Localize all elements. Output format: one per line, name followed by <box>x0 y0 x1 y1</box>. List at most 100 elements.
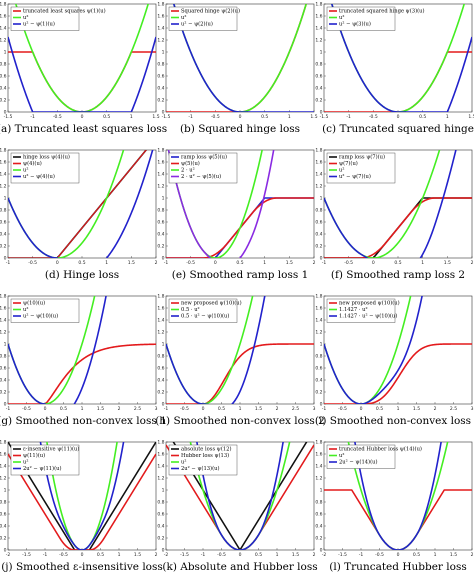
x-tick-label: 2.5 <box>134 406 141 412</box>
y-tick-label: 0.8 <box>157 208 164 214</box>
x-tick-label: -0.5 <box>375 552 384 558</box>
y-tick-label: 1.2 <box>157 184 164 190</box>
series-line <box>14 4 150 112</box>
y-tick-label: 0.8 <box>157 354 164 360</box>
legend-label: ψ(11)(u) <box>23 452 45 459</box>
y-tick-label: 0.4 <box>0 232 7 238</box>
y-tick-label: 0.6 <box>0 220 7 226</box>
y-tick-label: 0.6 <box>315 74 322 80</box>
x-tick-label: -1.5 <box>162 114 171 120</box>
y-tick-label: 0.2 <box>157 98 164 104</box>
x-tick-label: 0.5 <box>394 260 401 266</box>
y-tick-label: 1.4 <box>157 172 164 178</box>
x-tick-label: 0 <box>214 260 217 266</box>
x-tick-label: 0 <box>44 406 47 412</box>
y-tick-label: 1.6 <box>157 160 164 166</box>
legend-label: u² − ψ(4)(u) <box>23 173 55 180</box>
y-tick-label: 0 <box>4 548 7 554</box>
x-tick-label: -0.5 <box>217 552 226 558</box>
x-tick-label: -1.5 <box>4 114 13 120</box>
x-tick-label: -1 <box>359 552 364 558</box>
legend-label: u² <box>339 453 344 459</box>
series-line <box>330 4 472 112</box>
y-tick-label: 1 <box>320 196 323 202</box>
x-tick-label: 0.5 <box>97 552 104 558</box>
legend <box>168 6 238 31</box>
series-line <box>8 343 156 404</box>
x-tick-label: 0 <box>360 406 363 412</box>
y-tick-label: 0 <box>4 110 7 116</box>
chart-panel: 0 0.2 0.4 0.6 0.8 1 1.2 1.4 1.6 1.8 -1 -0.5 0 0.5 1 1.5… <box>315 148 473 281</box>
y-tick-label: 0.2 <box>157 244 164 250</box>
x-tick-label: 2 <box>118 406 121 412</box>
x-tick-label: -1 <box>201 552 206 558</box>
subfigure-caption: (b) Squared hinge loss <box>180 123 300 135</box>
y-tick-label: 1.6 <box>315 452 322 458</box>
x-tick-label: 1.5 <box>292 552 299 558</box>
x-tick-label: 1 <box>434 552 437 558</box>
legend-label: 2u² − ψ(14)(u) <box>339 459 377 466</box>
y-tick-label: 1.8 <box>0 440 7 446</box>
y-tick-label: 1 <box>320 488 323 494</box>
y-tick-label: 0.4 <box>315 86 322 92</box>
subfigure-caption: (j) Smoothed ε-insensitive loss <box>1 561 163 573</box>
legend <box>10 6 80 31</box>
y-tick-label: 0.6 <box>0 74 7 80</box>
x-tick-label: 1.5 <box>450 552 457 558</box>
x-tick-label: 1.5 <box>310 114 317 120</box>
y-tick-label: 0 <box>320 402 323 408</box>
chart-panel: 0 0.2 0.4 0.6 0.8 1 1.2 1.4 1.6 1.8 -1 -0.5 0 0.5 1 1.5… <box>0 148 158 281</box>
x-tick-label: 1 <box>130 114 133 120</box>
y-tick-label: 1.6 <box>315 14 322 20</box>
y-tick-label: 1.8 <box>0 148 7 154</box>
legend <box>168 298 238 323</box>
y-tick-label: 0.6 <box>0 366 7 372</box>
y-tick-label: 1 <box>320 342 323 348</box>
x-tick-label: -1 <box>164 260 169 266</box>
series-line <box>324 296 423 404</box>
y-tick-label: 0.8 <box>0 500 7 506</box>
y-tick-label: 0.6 <box>157 74 164 80</box>
x-tick-label: 0 <box>202 406 205 412</box>
y-tick-label: 1 <box>4 488 7 494</box>
legend-label: 2u² − ψ(13)(u) <box>181 465 219 472</box>
x-tick-label: 1.5 <box>255 406 262 412</box>
x-tick-label: 0 <box>81 552 84 558</box>
x-tick-label: 1.5 <box>128 260 135 266</box>
subfigure-caption: (k) Absolute and Hubber loss <box>162 561 317 573</box>
legend-label: u² <box>23 15 28 21</box>
legend-label: u² − ψ(2)(u) <box>181 21 213 28</box>
legend-label: u² − ψ(3)(u) <box>339 21 371 28</box>
x-tick-label: 2 <box>155 552 158 558</box>
y-tick-label: 0.4 <box>157 524 164 530</box>
subfigure-caption: (h) Smoothed non-convex loss 2 <box>155 415 325 427</box>
y-tick-label: 1.6 <box>157 306 164 312</box>
x-tick-label: -1 <box>188 114 193 120</box>
legend-label: ramp loss ψ(7)(u) <box>339 154 385 161</box>
x-tick-label: 1.5 <box>413 406 420 412</box>
y-tick-label: 1.4 <box>0 172 7 178</box>
legend-label: u² − ψ(10)(u) <box>23 313 58 320</box>
x-tick-label: 0 <box>239 552 242 558</box>
chart-panel: 0 0.2 0.4 0.6 0.8 1 1.2 1.4 1.6 1.8 -1.5 -1 -0.5 0 0.5… <box>315 2 474 135</box>
y-tick-label: 0.6 <box>157 512 164 518</box>
legend-label: truncated Hubber loss ψ(14)(u) <box>339 446 422 453</box>
y-tick-label: 1 <box>162 342 165 348</box>
y-tick-label: 1.8 <box>157 294 164 300</box>
y-tick-label: 1.2 <box>157 38 164 44</box>
y-tick-label: 0 <box>162 402 165 408</box>
y-tick-label: 0 <box>162 256 165 262</box>
legend-label: truncated least squares ψ(1)(u) <box>23 8 106 15</box>
x-tick-label: 1 <box>446 114 449 120</box>
x-tick-label: 0 <box>56 260 59 266</box>
y-tick-label: 0.2 <box>315 244 322 250</box>
series-line <box>8 442 156 550</box>
legend-label: absolute loss ψ(12) <box>181 446 231 453</box>
legend-label: Squared hinge ψ(2)(u) <box>181 8 240 15</box>
x-tick-label: 1 <box>118 552 121 558</box>
y-tick-label: 0.4 <box>0 524 7 530</box>
legend-label: new proposed ψ(10)(u) <box>339 300 400 307</box>
x-tick-label: -1 <box>346 114 351 120</box>
legend-label: 1.1427 · u² − ψ(10)(u) <box>339 313 397 320</box>
x-tick-label: -1 <box>322 260 327 266</box>
